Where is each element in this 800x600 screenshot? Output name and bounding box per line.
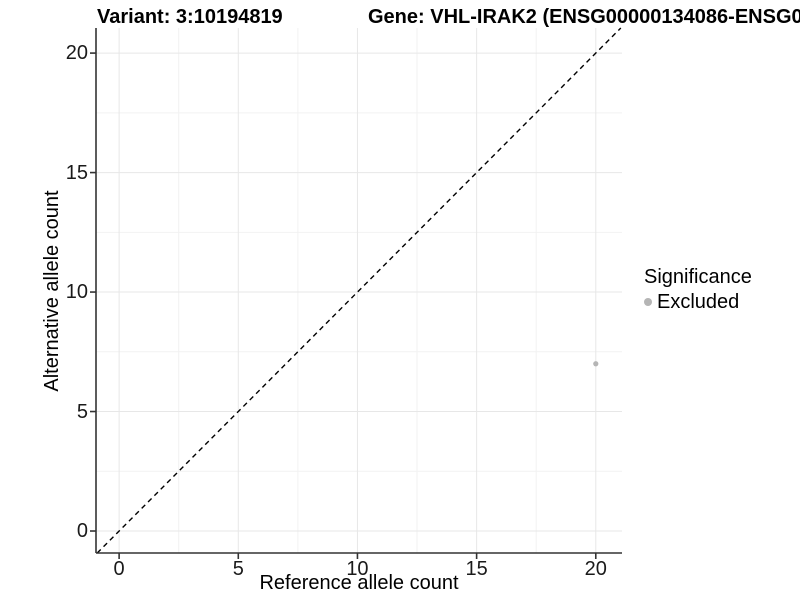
legend-key-dot-icon: [644, 298, 652, 306]
legend-item: Excluded: [644, 290, 752, 314]
x-tick-label: 0: [113, 558, 125, 580]
x-tick-label: 5: [232, 558, 244, 580]
legend: Significance Excluded: [644, 265, 752, 314]
y-tick-label: 20: [65, 42, 88, 65]
x-axis-title: Reference allele count: [259, 572, 459, 594]
variant-title: Variant: 3:10194819: [97, 6, 283, 28]
legend-items: Excluded: [644, 290, 752, 314]
y-tick-label: 5: [76, 400, 88, 423]
x-tick-label: 20: [584, 558, 607, 580]
legend-item-label: Excluded: [657, 291, 740, 313]
x-tick-label: 15: [465, 558, 488, 580]
legend-title: Significance: [644, 266, 752, 288]
y-tick-label: 10: [65, 281, 88, 304]
x-tick-label: 10: [346, 558, 369, 580]
y-axis-title: Alternative allele count: [41, 190, 63, 392]
gene-title: Gene: VHL-IRAK2 (ENSG00000134086-ENSG0: [368, 6, 800, 28]
data-point: [593, 361, 599, 367]
identity-line: [96, 27, 622, 554]
y-tick-label: 0: [76, 520, 88, 542]
y-tick-label: 15: [65, 161, 88, 184]
